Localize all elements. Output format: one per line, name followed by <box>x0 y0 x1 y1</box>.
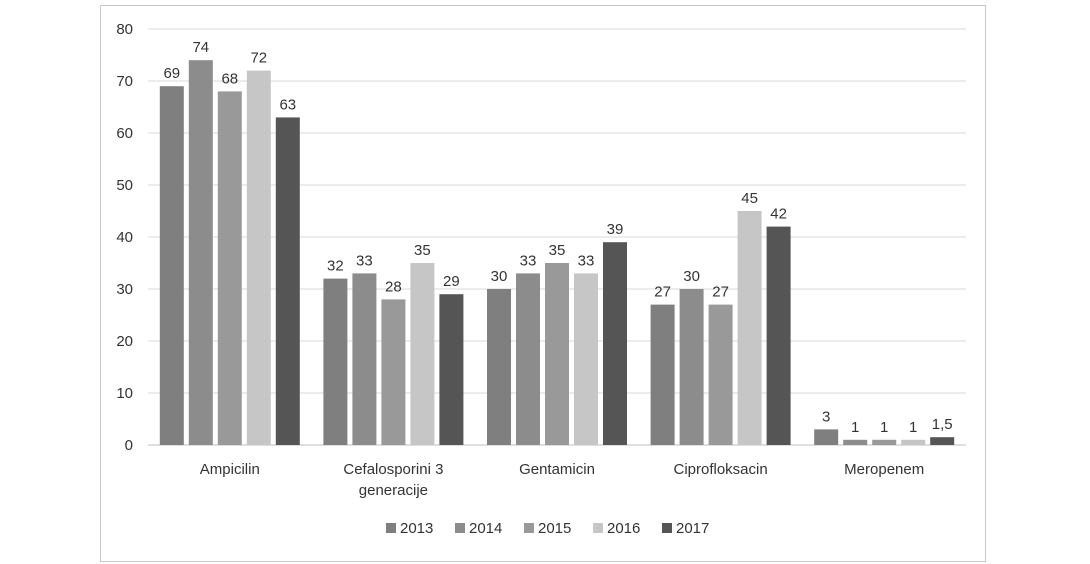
legend-label: 2013 <box>400 520 433 537</box>
category-label: Meropenem <box>844 461 924 478</box>
data-label: 30 <box>491 268 508 285</box>
bar-2015 <box>708 304 733 445</box>
bars <box>159 60 955 446</box>
data-labels: 69 74 68 72 63 32 33 28 35 29 30 33 35 33 39 27 30 27 45 42… <box>163 39 952 436</box>
bar-2017 <box>930 437 955 445</box>
category-label: Gentamicin <box>519 461 595 478</box>
data-label: 63 <box>279 96 296 113</box>
category-label: generacije <box>359 482 428 499</box>
legend-label: 2017 <box>676 520 709 537</box>
bar-2016 <box>574 273 598 445</box>
data-label: 69 <box>163 65 180 82</box>
bar-2013 <box>487 289 511 445</box>
data-label: 1 <box>880 419 888 436</box>
data-label: 32 <box>327 258 344 275</box>
y-axis-ticks: 0 10 20 30 40 50 60 70 80 <box>116 21 133 454</box>
y-tick-label: 30 <box>116 281 133 298</box>
x-axis-categories: Ampicilin Cefalosporini 3 generacije Gentam… <box>200 461 924 499</box>
bar-2014 <box>679 289 704 445</box>
bar-2014 <box>352 273 377 445</box>
data-label: 39 <box>607 221 624 238</box>
data-label: 74 <box>192 39 209 56</box>
bar-2013 <box>159 86 184 445</box>
bar-2016 <box>410 263 435 445</box>
y-tick-label: 80 <box>116 21 133 38</box>
data-label: 68 <box>221 70 238 87</box>
y-tick-label: 70 <box>116 73 133 90</box>
bar-2014 <box>188 60 213 445</box>
bar-2017 <box>439 294 464 445</box>
legend-swatch-2015 <box>524 523 534 533</box>
data-label: 35 <box>549 242 566 259</box>
bar-2014 <box>843 439 868 445</box>
data-label: 27 <box>712 284 729 301</box>
data-label: 45 <box>741 190 758 207</box>
bar-2016 <box>246 70 271 445</box>
legend-label: 2014 <box>469 520 502 537</box>
data-label: 27 <box>654 284 671 301</box>
y-tick-label: 0 <box>125 437 133 454</box>
data-label: 33 <box>578 252 595 269</box>
legend-swatch-2014 <box>455 523 465 533</box>
data-label: 42 <box>770 206 787 223</box>
bar-2017 <box>603 242 627 445</box>
bar-2014 <box>516 273 540 445</box>
bar-2013 <box>323 278 348 445</box>
y-tick-label: 10 <box>116 385 133 402</box>
data-label: 72 <box>250 50 267 67</box>
bar-2015 <box>872 439 897 445</box>
data-label: 33 <box>356 252 373 269</box>
category-label: Ciprofloksacin <box>673 461 767 478</box>
bar-2017 <box>275 117 300 446</box>
data-label: 3 <box>822 408 830 425</box>
data-label: 1 <box>909 419 917 436</box>
legend-swatch-2017 <box>662 523 672 533</box>
y-tick-label: 50 <box>116 177 133 194</box>
data-label: 35 <box>414 242 431 259</box>
y-tick-label: 20 <box>116 333 133 350</box>
data-label: 33 <box>520 252 537 269</box>
bar-2016 <box>901 439 926 445</box>
bar-2015 <box>381 299 406 445</box>
legend-swatch-2016 <box>593 523 603 533</box>
data-label: 30 <box>683 268 700 285</box>
bar-2015 <box>545 263 569 445</box>
y-tick-label: 40 <box>116 229 133 246</box>
y-tick-label: 60 <box>116 125 133 142</box>
legend-label: 2015 <box>538 520 571 537</box>
legend: 2013 2014 2015 2016 2017 <box>386 520 709 537</box>
legend-swatch-2013 <box>386 523 396 533</box>
bar-2015 <box>217 91 242 446</box>
chart-frame: 0 10 20 30 40 50 60 70 80 69 74 68 72 63 32 33 28 35 29 30… <box>100 5 986 562</box>
bar-2013 <box>814 429 839 445</box>
data-label: 1,5 <box>932 416 953 433</box>
data-label: 1 <box>851 419 859 436</box>
category-label: Ampicilin <box>200 461 260 478</box>
bar-2017 <box>766 226 791 445</box>
category-label: Cefalosporini 3 <box>343 461 443 478</box>
data-label: 28 <box>385 278 402 295</box>
bar-2016 <box>737 211 762 445</box>
bar-2013 <box>650 304 675 445</box>
legend-label: 2016 <box>607 520 640 537</box>
data-label: 29 <box>443 273 460 290</box>
